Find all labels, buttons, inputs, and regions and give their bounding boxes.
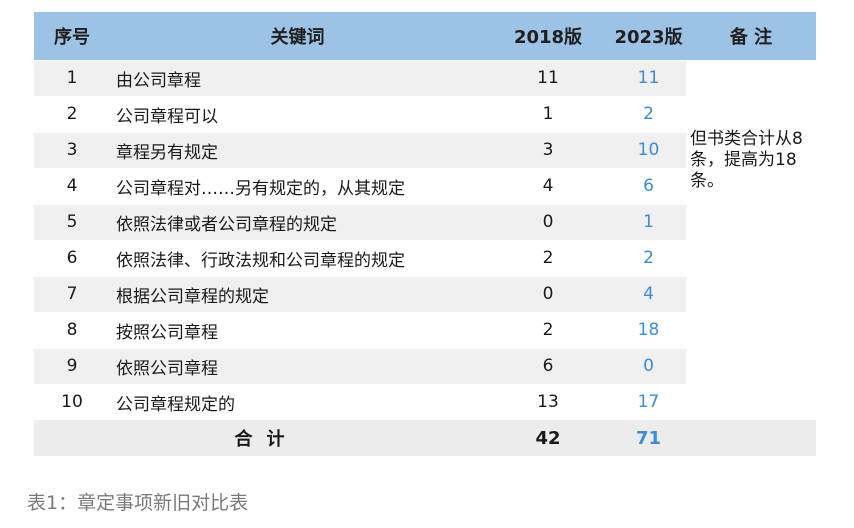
row-count-2023: 11	[611, 59, 686, 96]
table-caption: 表1：章定事项新旧对比表	[27, 492, 249, 514]
row-count-2018: 2	[485, 239, 611, 276]
row-number: 2	[34, 95, 110, 132]
row-number: 1	[34, 59, 110, 96]
row-count-2023: 2	[611, 239, 686, 276]
row-count-2023: 18	[611, 311, 686, 348]
row-count-2023: 17	[611, 383, 686, 420]
table-row: 6 依照法律、行政法规和公司章程的规定 2 2	[34, 239, 816, 276]
total-label: 合计	[234, 429, 299, 450]
row-count-2018: 0	[485, 275, 611, 312]
row-number: 8	[34, 311, 110, 348]
total-note-blank	[686, 420, 816, 456]
row-count-2018: 13	[485, 383, 611, 420]
row-count-2023: 4	[611, 275, 686, 312]
table-row: 7 根据公司章程的规定 0 4	[34, 275, 816, 312]
header-keyword: 关键词	[270, 26, 325, 48]
row-keyword: 章程另有规定	[110, 131, 485, 168]
table-header: 序号 关键词 2018版 2023版 备 注	[34, 12, 816, 60]
header-num: 序号	[54, 26, 90, 48]
header-row: 序号 关键词 2018版 2023版 备 注	[34, 12, 816, 60]
header-2023: 2023版	[614, 26, 683, 48]
row-count-2023: 6	[611, 167, 686, 204]
table-row: 2 公司章程可以 1 2	[34, 95, 816, 132]
row-number: 4	[34, 167, 110, 204]
header-note: 备 注	[729, 26, 773, 48]
row-number: 5	[34, 203, 110, 240]
row-keyword: 依照法律、行政法规和公司章程的规定	[110, 239, 485, 276]
note-text: 但书类合计从8条，提高为18条。	[690, 128, 803, 191]
row-keyword: 公司章程规定的	[110, 383, 485, 420]
total-row: 合计 42 71	[34, 420, 816, 456]
row-number: 10	[34, 383, 110, 420]
table-row: 8 按照公司章程 2 18	[34, 311, 816, 348]
total-2018: 42	[535, 427, 561, 449]
row-keyword: 按照公司章程	[110, 311, 485, 348]
row-number: 9	[34, 347, 110, 384]
note-cell: 但书类合计从8条，提高为18条。	[686, 59, 816, 420]
row-count-2018: 4	[485, 167, 611, 204]
row-count-2023: 0	[611, 347, 686, 384]
row-keyword: 根据公司章程的规定	[110, 275, 485, 312]
total-2023: 71	[635, 427, 662, 449]
row-count-2023: 1	[611, 203, 686, 240]
row-count-2023: 2	[611, 95, 686, 132]
row-count-2018: 1	[485, 95, 611, 132]
row-count-2018: 2	[485, 311, 611, 348]
table-row: 10 公司章程规定的 13 17	[34, 383, 816, 420]
row-count-2018: 11	[485, 59, 611, 96]
row-keyword: 公司章程对……另有规定的，从其规定	[110, 167, 485, 204]
comparison-table: 序号 关键词 2018版 2023版 备 注 1 由公司章程 11 11 但书类合计从8…	[34, 12, 816, 456]
row-count-2018: 6	[485, 347, 611, 384]
row-keyword: 公司章程可以	[110, 95, 485, 132]
table-body: 1 由公司章程 11 11 但书类合计从8条，提高为18条。 2 公司章程可以 1 2 3 章程另有…	[34, 59, 816, 456]
row-keyword: 由公司章程	[110, 59, 485, 96]
header-2018: 2018版	[513, 26, 583, 48]
table-row: 3 章程另有规定 3 10	[34, 131, 816, 168]
row-number: 3	[34, 131, 110, 168]
row-count-2023: 10	[611, 131, 686, 168]
row-number: 6	[34, 239, 110, 276]
row-keyword: 依照公司章程	[110, 347, 485, 384]
table-row: 5 依照法律或者公司章程的规定 0 1	[34, 203, 816, 240]
row-keyword: 依照法律或者公司章程的规定	[110, 203, 485, 240]
table-row: 4 公司章程对……另有规定的，从其规定 4 6	[34, 167, 816, 204]
table-row: 9 依照公司章程 6 0	[34, 347, 816, 384]
row-count-2018: 0	[485, 203, 611, 240]
row-count-2018: 3	[485, 131, 611, 168]
row-number: 7	[34, 275, 110, 312]
table-row: 1 由公司章程 11 11 但书类合计从8条，提高为18条。	[34, 59, 816, 420]
